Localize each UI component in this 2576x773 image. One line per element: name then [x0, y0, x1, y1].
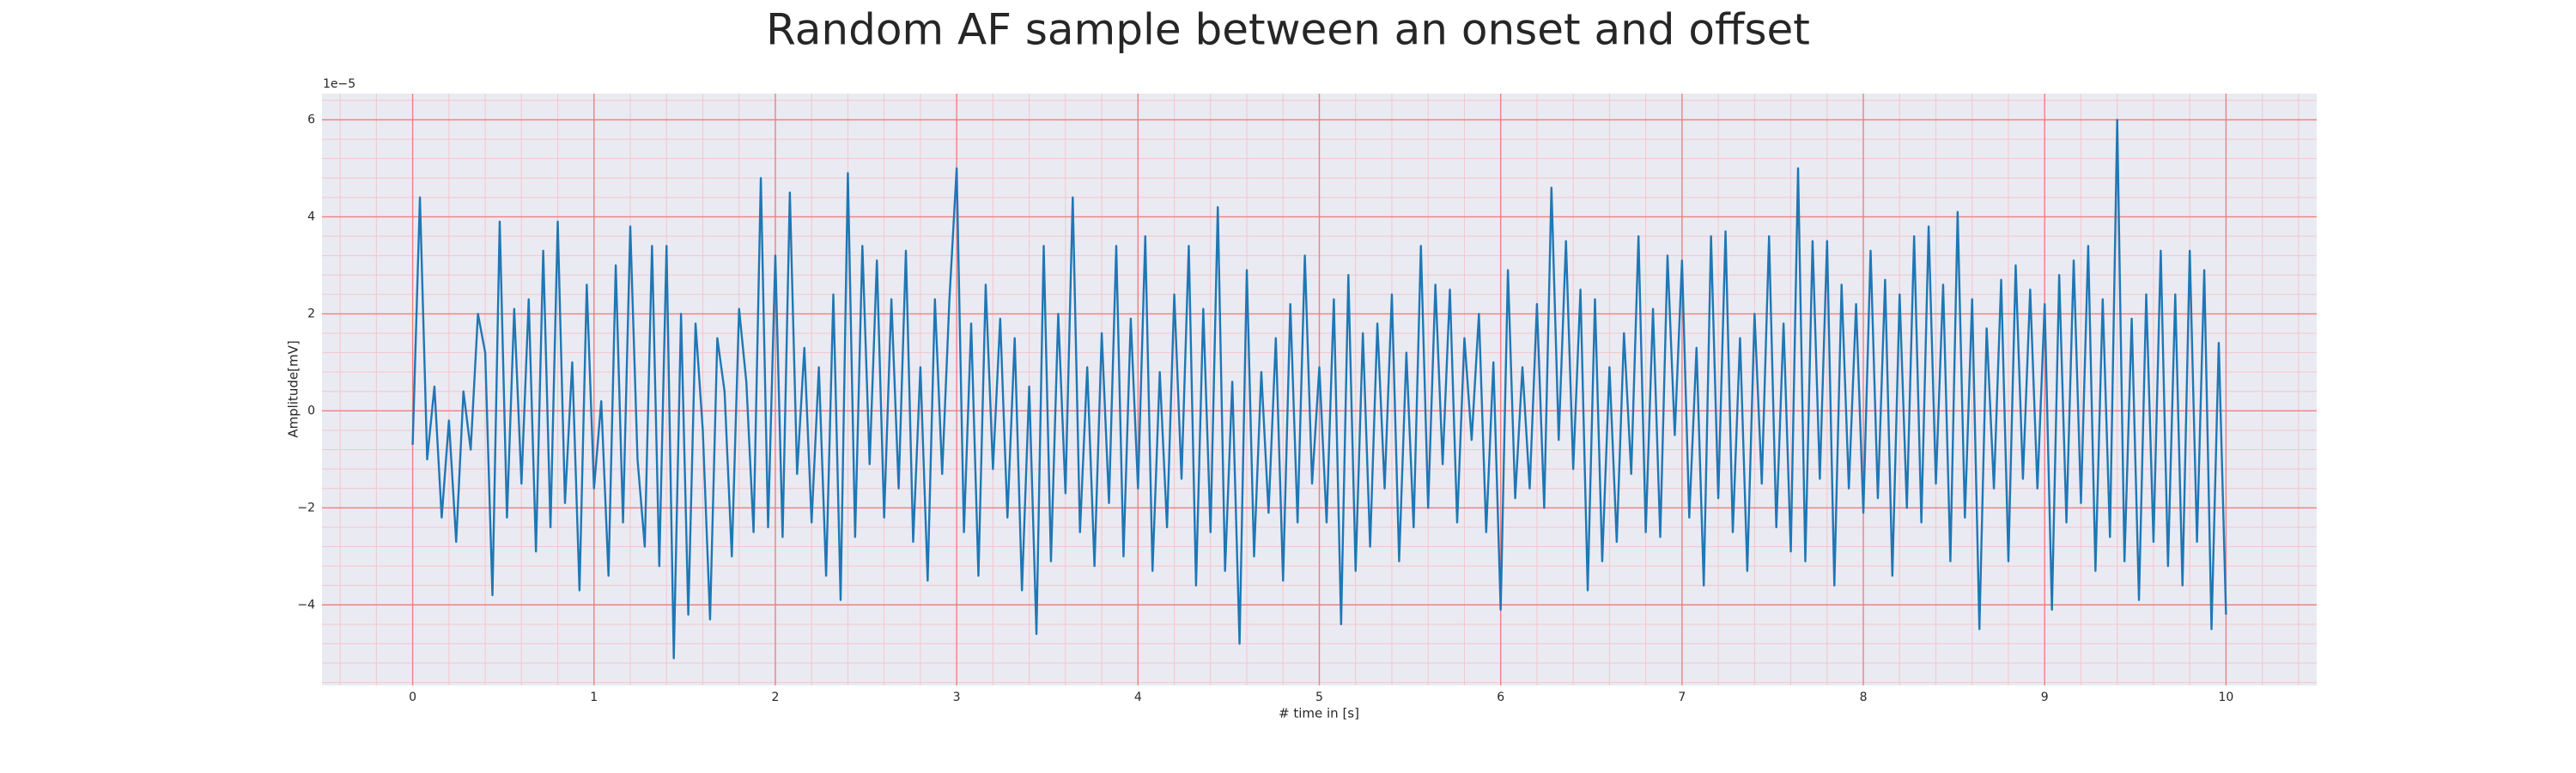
x-axis-label: # time in [s]: [1279, 706, 1359, 721]
x-tick-label: 7: [1678, 691, 1686, 704]
x-tick-label: 6: [1497, 691, 1504, 704]
x-tick-label: 1: [590, 691, 598, 704]
y-axis-label: Amplitude[mV]: [286, 340, 301, 437]
x-tick-label: 5: [1315, 691, 1323, 704]
y-tick-label: 2: [307, 307, 315, 320]
y-offset-label: 1e−5: [323, 77, 355, 91]
x-tick-label: 3: [953, 691, 961, 704]
y-tick-label: 6: [307, 113, 315, 126]
chart-title: Random AF sample between an onset and of…: [766, 5, 1810, 55]
x-tick-label: 0: [409, 691, 416, 704]
x-tick-label: 8: [1860, 691, 1868, 704]
x-tick-label: 4: [1134, 691, 1142, 704]
x-tick-label: 2: [771, 691, 779, 704]
x-tick-label: 9: [2041, 691, 2049, 704]
x-tick-label: 10: [2218, 691, 2233, 704]
signal-line: [411, 119, 2227, 660]
y-tick-label: −2: [297, 501, 315, 514]
y-tick-label: −4: [297, 598, 315, 612]
y-tick-label: 0: [307, 404, 315, 417]
y-tick-label: 4: [307, 210, 315, 223]
